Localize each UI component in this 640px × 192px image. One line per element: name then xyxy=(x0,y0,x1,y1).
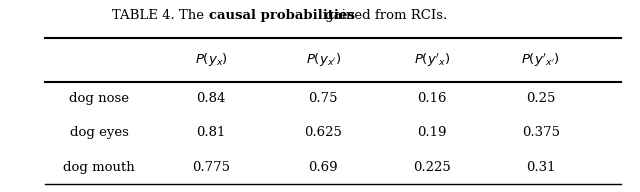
Text: 0.25: 0.25 xyxy=(526,92,556,105)
Text: dog nose: dog nose xyxy=(69,92,129,105)
Text: $P(y'_{x})$: $P(y'_{x})$ xyxy=(414,51,450,69)
Text: 0.16: 0.16 xyxy=(417,92,447,105)
Text: $P(y_{x'})$: $P(y_{x'})$ xyxy=(305,51,341,69)
Text: 0.75: 0.75 xyxy=(308,92,338,105)
Text: 0.225: 0.225 xyxy=(413,161,451,174)
Text: dog mouth: dog mouth xyxy=(63,161,135,174)
Text: 0.375: 0.375 xyxy=(522,127,560,139)
Text: gained from RCIs.: gained from RCIs. xyxy=(321,9,447,22)
Text: 0.625: 0.625 xyxy=(304,127,342,139)
Text: 0.775: 0.775 xyxy=(192,161,230,174)
Text: $P(y_{x})$: $P(y_{x})$ xyxy=(195,51,228,69)
Text: 0.69: 0.69 xyxy=(308,161,338,174)
Text: causal probabilities: causal probabilities xyxy=(209,9,355,22)
Text: $P(y'_{x'})$: $P(y'_{x'})$ xyxy=(522,51,560,69)
Text: dog eyes: dog eyes xyxy=(70,127,129,139)
Text: 0.84: 0.84 xyxy=(196,92,226,105)
Text: TABLE 4. The: TABLE 4. The xyxy=(113,9,209,22)
Text: 0.81: 0.81 xyxy=(196,127,226,139)
Text: 0.19: 0.19 xyxy=(417,127,447,139)
Text: 0.31: 0.31 xyxy=(526,161,556,174)
